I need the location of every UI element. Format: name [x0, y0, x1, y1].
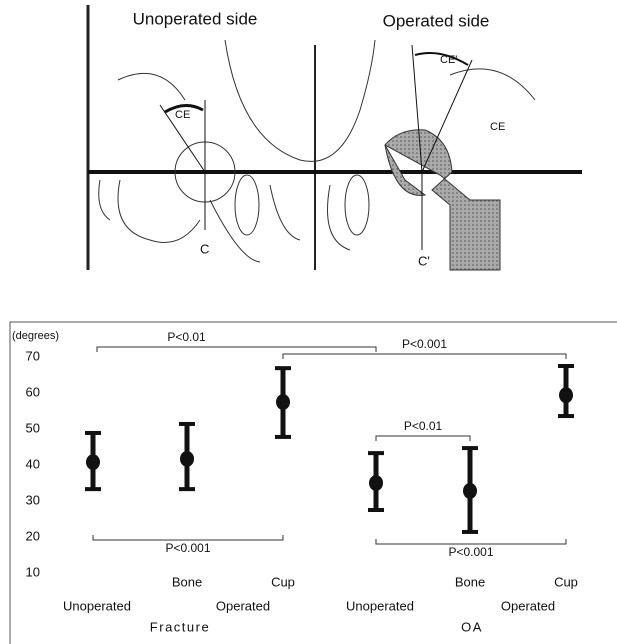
diagram-label: Unoperated side	[133, 9, 258, 28]
y-tick-label: 10	[26, 564, 40, 579]
significance-label: P<0.001	[402, 337, 447, 351]
prosthesis	[384, 129, 501, 271]
y-tick-label: 40	[26, 456, 40, 471]
diagram-label: CE'	[440, 54, 457, 66]
significance-label: P<0.01	[167, 330, 206, 344]
significance-bracket	[375, 539, 567, 545]
foramen	[344, 174, 370, 236]
x-tick-label: Bone	[172, 574, 202, 589]
diagram-label: CE	[490, 121, 505, 133]
significance-bracket	[375, 435, 471, 441]
group-label: OA	[461, 619, 483, 634]
subgroup-label: Operated	[216, 598, 270, 613]
subgroup-label: Operated	[501, 598, 555, 613]
ce-line	[421, 59, 473, 173]
x-tick-label: Cup	[271, 574, 295, 589]
vertical-line	[411, 44, 423, 173]
y-tick-label: 30	[26, 492, 40, 507]
y-tick-label: 20	[26, 528, 40, 543]
significance-bracket	[282, 353, 567, 359]
foramen	[234, 174, 260, 236]
significance-label: P<0.01	[404, 419, 443, 433]
chart: (degrees) 10 20 30 40 50 60 70 Bone Cup Bone Cup Un…	[9, 321, 617, 644]
y-tick-label: 70	[26, 348, 40, 363]
point	[180, 450, 194, 467]
x-tick-label: Bone	[455, 574, 485, 589]
x-tick-label: Cup	[554, 574, 578, 589]
subgroup-label: Unoperated	[63, 598, 131, 613]
frame	[9, 321, 617, 644]
diagram-label: CE	[175, 109, 190, 121]
point	[463, 482, 477, 499]
point	[369, 475, 383, 491]
bone-outline	[98, 179, 351, 263]
y-tick-label: 50	[26, 420, 40, 435]
group-label: Fracture	[150, 619, 210, 634]
y-tick-label: 60	[26, 384, 40, 399]
angle-arc	[164, 104, 204, 114]
point	[276, 394, 290, 410]
diagram-label: C'	[418, 253, 430, 268]
subgroup-label: Unoperated	[346, 598, 414, 613]
diagram: Unoperated side Operated side CE CE' CE …	[86, 5, 582, 271]
point	[86, 454, 100, 471]
diagram-label: Operated side	[383, 11, 490, 30]
pelvis-outline	[224, 39, 376, 162]
cup	[384, 144, 427, 196]
pelvis-outline	[117, 68, 536, 101]
significance-bracket	[96, 346, 377, 352]
significance-label: P<0.001	[165, 541, 210, 555]
significance-label: P<0.001	[448, 545, 493, 559]
y-axis-label: (degrees)	[12, 330, 59, 342]
diagram-label: C	[200, 241, 209, 256]
point	[559, 387, 573, 404]
angle-arc	[414, 52, 469, 66]
significance-bracket	[92, 535, 284, 541]
ce-line	[159, 104, 206, 173]
